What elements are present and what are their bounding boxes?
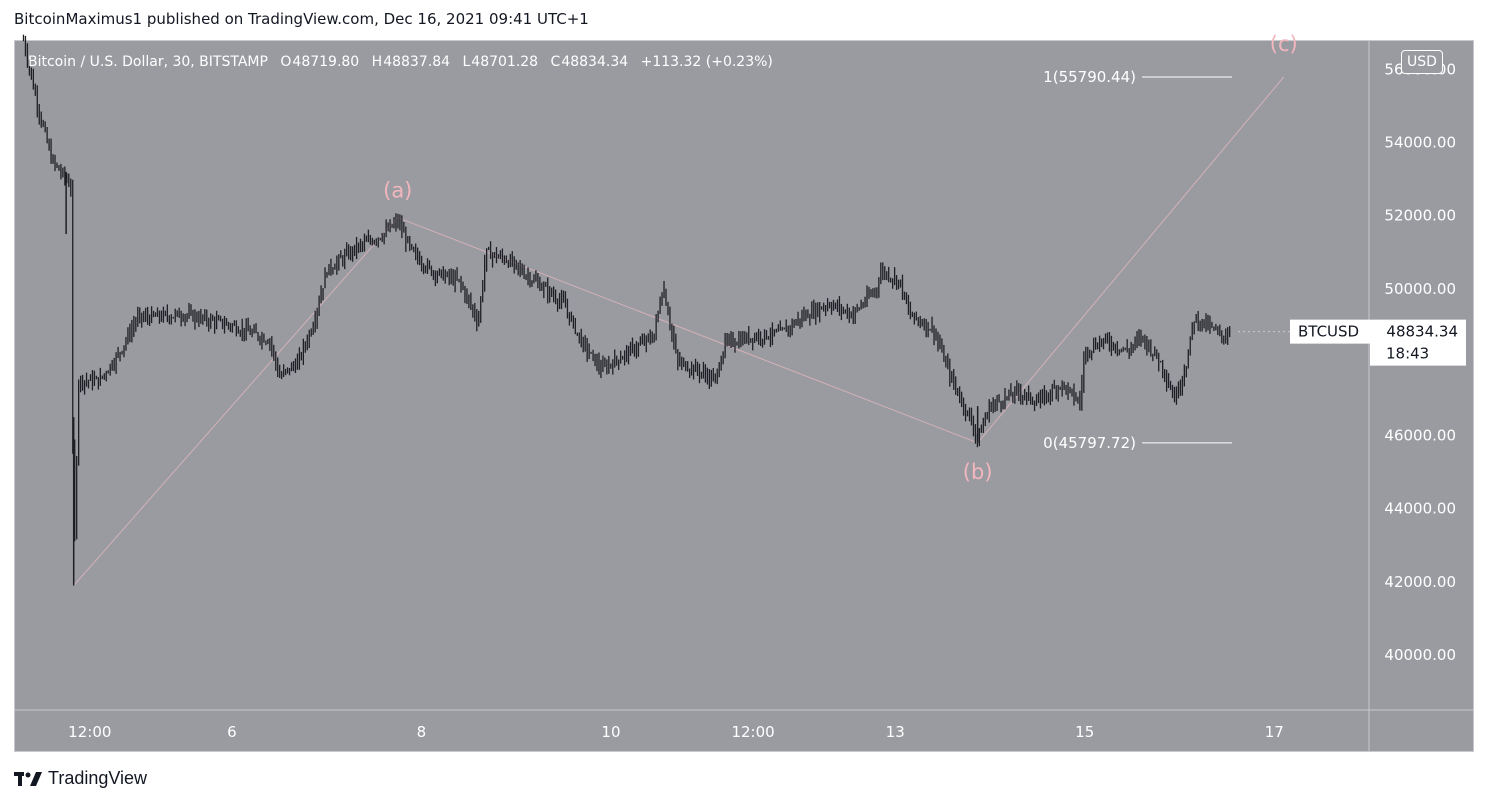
open-label: O [280, 54, 292, 70]
time-axis: 12:00 6 8 10 12:00 13 15 17 [68, 723, 1284, 741]
axis-lines [14, 40, 1474, 752]
currency-button[interactable]: USD [1401, 50, 1443, 74]
fib-level-label: 0(45797.72) [1043, 434, 1136, 452]
low-value: 48701.28 [471, 54, 539, 70]
time-tick-label: 17 [1265, 723, 1284, 741]
open-value: 48719.80 [292, 54, 360, 70]
bar-countdown: 18:43 [1386, 345, 1429, 363]
footer-brand[interactable]: TradingView [14, 768, 147, 789]
time-tick-label: 12:00 [731, 723, 774, 741]
close-label: C [550, 54, 561, 70]
wave-label: (c) [1270, 32, 1298, 56]
change-value: +113.32 (+0.23%) [640, 54, 773, 70]
close-value: 48834.34 [561, 54, 629, 70]
low-label: L [462, 54, 471, 70]
fib-levels: 1(55790.44) 0(45797.72) [1043, 68, 1232, 452]
price-tick-label: 50000.00 [1384, 280, 1456, 298]
publisher-line: BitcoinMaximus1 published on TradingView… [14, 10, 589, 28]
wave-labels: (a) (b) (c) [383, 32, 1298, 484]
price-tag-bg [1370, 319, 1466, 366]
brand-name: TradingView [48, 768, 148, 788]
price-tick-label: 52000.00 [1384, 207, 1456, 225]
tradingview-logo-icon [14, 771, 42, 786]
wave-label: (b) [963, 460, 993, 484]
ohlc-legend: Bitcoin / U.S. Dollar, 30, BITSTAMP O487… [28, 54, 773, 70]
high-label: H [371, 54, 383, 70]
symbol-description: Bitcoin / U.S. Dollar, 30, BITSTAMP [28, 54, 268, 70]
price-tick-label: 44000.00 [1384, 500, 1456, 518]
price-tick-label: 46000.00 [1384, 426, 1456, 444]
time-tick-label: 10 [601, 723, 620, 741]
symbol-tag-bg [1290, 319, 1370, 344]
wave-path [73, 76, 1285, 586]
time-tick-label: 12:00 [68, 723, 111, 741]
time-tick-label: 6 [227, 723, 237, 741]
price-tag: BTCUSD 48834.34 18:43 [1238, 319, 1466, 366]
wave-lines [73, 76, 1285, 586]
symbol-tag-label: BTCUSD [1298, 323, 1359, 341]
price-tick-label: 42000.00 [1384, 573, 1456, 591]
fib-level-label: 1(55790.44) [1043, 68, 1136, 86]
price-tick-label: 54000.00 [1384, 134, 1456, 152]
time-tick-label: 8 [417, 723, 427, 741]
candles [22, 34, 1231, 586]
time-tick-label: 13 [886, 723, 905, 741]
high-value: 48837.84 [383, 54, 451, 70]
price-tick-label: 40000.00 [1384, 646, 1456, 664]
last-price-value: 48834.34 [1386, 323, 1458, 341]
time-tick-label: 15 [1075, 723, 1094, 741]
chart-panel[interactable] [14, 40, 1474, 752]
wave-label: (a) [383, 179, 412, 203]
